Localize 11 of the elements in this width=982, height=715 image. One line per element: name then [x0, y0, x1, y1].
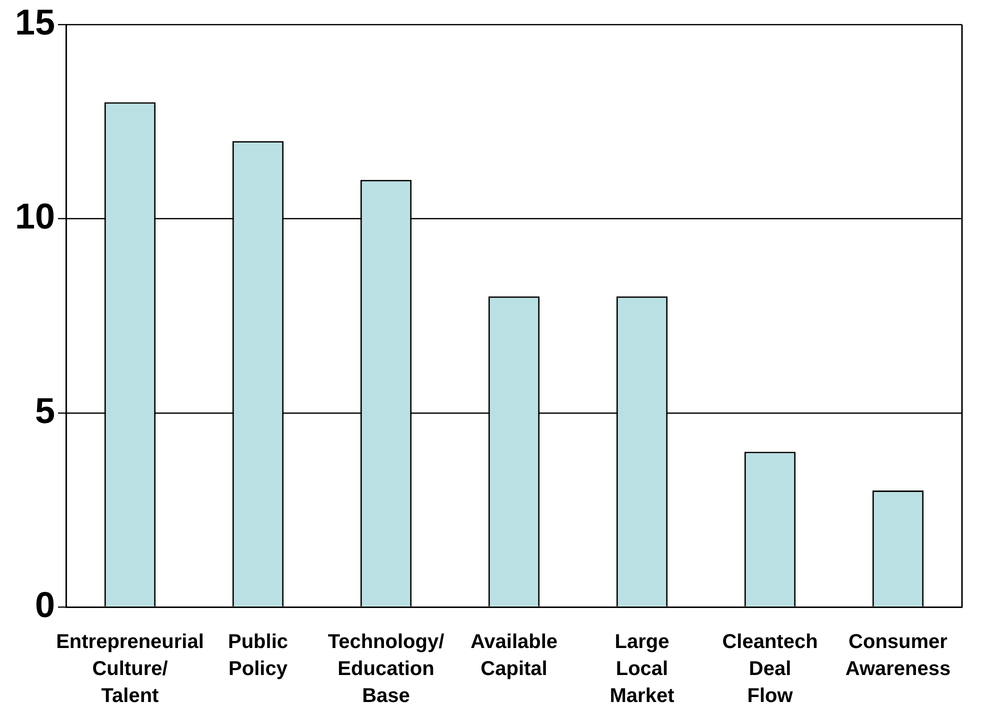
- x-tick-label: Consumer Awareness: [845, 631, 951, 680]
- x-tick-label: Public Policy: [228, 631, 288, 680]
- y-tick-label: 0: [34, 584, 55, 625]
- x-tick-label: Entrepreneurial Culture/ Talent: [56, 631, 204, 708]
- y-tick-label: 10: [14, 196, 55, 237]
- x-tick-label: Available Capital: [470, 631, 558, 680]
- x-tick-label: Large Local Market: [610, 631, 675, 708]
- y-tick-label: 15: [14, 2, 55, 43]
- x-tick-label: Technology/ Education Base: [328, 631, 445, 708]
- x-tick-label: Cleantech Deal Flow: [722, 631, 818, 708]
- y-tick-label: 5: [34, 390, 55, 431]
